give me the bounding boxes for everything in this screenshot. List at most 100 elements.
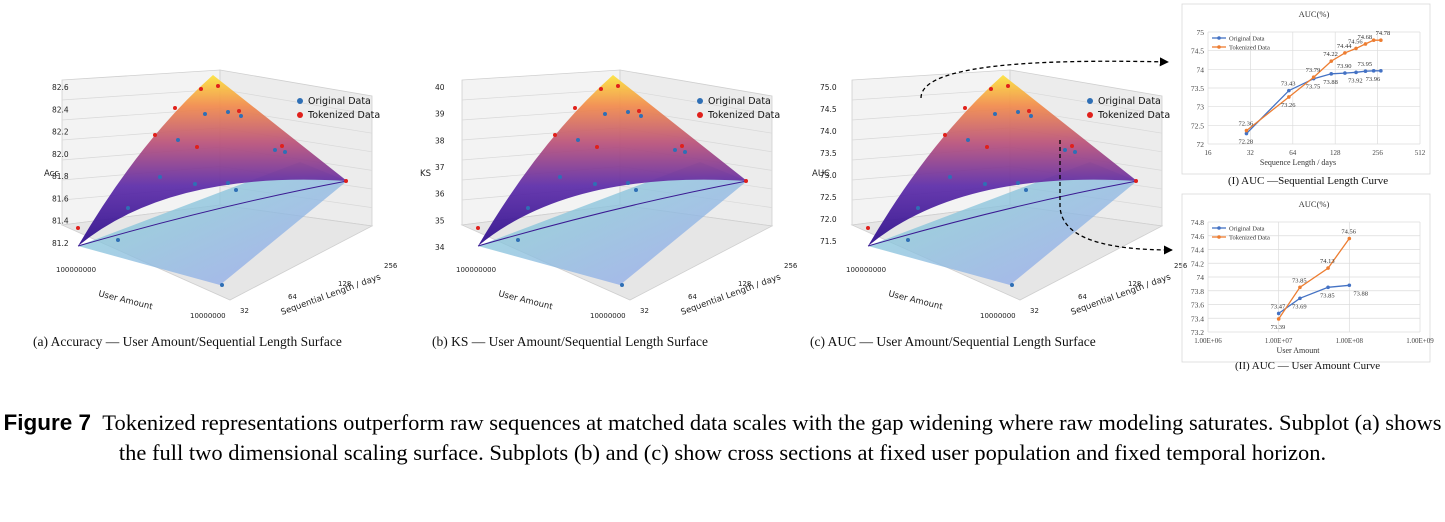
x-tick-label: 1.00E+09 [1406,337,1434,345]
original-data-point [1024,188,1028,192]
data-label: 73.43 [1281,81,1296,88]
z-tick-label: 71.5 [820,237,837,246]
y-tick-label: 73.2 [1191,328,1204,337]
z-axis-label: KS [420,169,431,179]
y-tick-label: 73.8 [1191,287,1204,296]
data-label: 73.90 [1337,63,1352,70]
series-point-tokenized [1371,38,1376,43]
surface-front-edge [77,180,348,247]
tokenized-data-point [1070,144,1074,148]
figure-label: Figure 7 [3,410,92,435]
series-point-original [1287,88,1291,93]
chart-frame [1181,3,1431,175]
data-label: 73.79 [1306,67,1321,74]
series-point-original [1354,70,1358,75]
legend-label-original: Original Data [308,96,371,107]
y-tick-label: 64 [288,293,297,301]
callout-arrow-lower [1059,140,1173,255]
grid-line [219,88,373,115]
tokenized-data-point [237,109,241,113]
legend-marker-tokenized [1087,112,1093,118]
original-data-point [234,188,238,192]
chart-frame [1181,193,1431,363]
data-label: 74.44 [1337,43,1352,50]
grid-line [461,88,621,101]
series-point-tokenized [1379,38,1383,43]
original-data-point [1029,114,1033,118]
z-axis-label: Acc [44,169,59,179]
x-axis-label: Sequence Length / days [1260,158,1336,167]
subplot-caption-b: (b) KS — User Amount/Sequential Length S… [432,334,708,349]
tokenized-data-point [216,84,220,88]
original-data-point [673,148,677,152]
original-data-point [1063,148,1067,152]
data-label: 74.78 [1376,30,1391,37]
surface-top [478,75,747,246]
z-tick-label: 82.4 [52,105,69,114]
series-point-tokenized [1244,128,1249,133]
y-tick-label: 74 [1197,65,1205,74]
x-axis-label: User Amount [97,289,154,312]
original-data-point [1016,110,1020,114]
legend-label-tokenized: Tokenized Data [707,110,780,121]
y-tick-label: 128 [1128,280,1141,288]
original-data-point [603,112,607,116]
original-data-point [176,138,180,142]
z-tick-label: 74.0 [820,127,837,136]
x-tick-label: 512 [1415,149,1426,157]
legend-label-original: Original Data [708,96,771,107]
original-data-point [193,182,197,186]
y-tick-label: 73.5 [1191,84,1204,93]
surface-front-edge [867,180,1138,247]
original-data-point [1016,181,1020,185]
y-tick-label: 256 [1174,262,1188,270]
z-tick-label: 38 [435,136,445,145]
x-tick-label: 10000000 [980,312,1016,320]
tokenized-data-point [680,144,684,148]
z-tick-label: 34 [435,243,445,252]
original-data-point [593,182,597,186]
surface-panel-3: AUC 71.5 72.0 72.5 73.0 73.5 74.0 74.5 75.0 10000… [812,69,1188,320]
x-tick-label: 1.00E+06 [1194,337,1222,345]
series-point-original [1371,69,1376,73]
surface-underside [478,162,747,285]
y-tick-label: 32 [640,307,649,315]
z-tick-label: 73.0 [820,171,837,180]
tokenized-data-point [1006,84,1010,88]
series-point-original [1363,69,1368,73]
data-label: 74.13 [1320,258,1335,265]
legend-label-tokenized: Tokenized Data [307,110,380,121]
original-data-point [526,206,530,210]
series-point-original [1276,311,1281,316]
original-data-point [993,112,997,116]
legend-marker [1217,36,1221,40]
grid-line [1009,88,1163,115]
surface-top [78,75,347,246]
y-tick-label: 32 [1030,307,1039,315]
y-tick-label: 128 [338,280,351,288]
series-point-tokenized [1363,42,1368,46]
original-data-point [1010,283,1014,287]
data-label: 73.85 [1320,292,1335,299]
x-tick-label: 1.00E+08 [1336,337,1364,345]
data-label: 73.88 [1323,79,1338,86]
y-tick-label: 32 [240,307,249,315]
tokenized-data-point [599,87,603,91]
x-tick-label: 32 [1247,149,1255,157]
z-tick-label: 81.8 [52,172,69,181]
y-tick-label: 128 [738,280,751,288]
tokenized-data-point [637,109,641,113]
series-point-tokenized [1311,75,1316,79]
tokenized-data-point [173,106,177,110]
legend-label-original: Original Data [1098,96,1161,107]
callout-arrows [920,57,1173,255]
x-tick-label: 16 [1205,149,1213,157]
tokenized-data-point [573,106,577,110]
original-data-point [948,175,952,179]
z-tick-label: 39 [435,110,445,119]
z-tick-label: 72.5 [820,193,837,202]
original-data-point [620,283,624,287]
series-point-original [1244,131,1249,136]
original-data-point [558,175,562,179]
